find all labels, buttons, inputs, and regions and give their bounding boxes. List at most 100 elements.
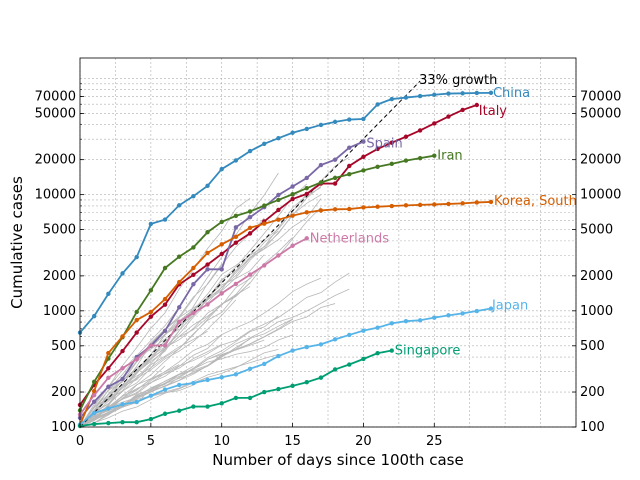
y-tick-label-right: 20000 — [580, 153, 621, 168]
data-point — [375, 204, 380, 209]
data-point — [162, 217, 168, 222]
data-point — [148, 221, 154, 227]
data-point — [134, 357, 139, 362]
data-point — [134, 317, 139, 323]
data-point — [290, 348, 295, 353]
data-point — [347, 117, 352, 122]
data-point — [106, 350, 111, 356]
data-point — [91, 388, 97, 394]
data-point — [304, 175, 309, 181]
data-point — [389, 203, 394, 209]
data-point — [247, 148, 253, 154]
data-point — [162, 328, 168, 334]
data-point — [177, 382, 182, 388]
data-point — [91, 392, 97, 398]
data-point — [106, 291, 111, 297]
data-point — [233, 225, 239, 230]
data-point — [290, 196, 295, 202]
data-point — [162, 343, 168, 348]
data-point — [361, 139, 366, 144]
data-point — [361, 328, 366, 333]
data-point — [91, 410, 97, 416]
data-point — [389, 96, 394, 102]
data-point — [347, 362, 352, 367]
data-point — [148, 309, 154, 315]
data-point — [389, 321, 394, 326]
data-point — [219, 291, 224, 296]
data-point — [403, 203, 409, 208]
data-point — [191, 404, 196, 409]
data-point — [417, 318, 423, 323]
series-label: Japan — [491, 299, 528, 314]
data-point — [247, 225, 253, 230]
y-tick-label: 500 — [51, 339, 76, 354]
data-point — [191, 380, 196, 386]
series-label: Netherlands — [310, 231, 389, 246]
x-axis-title: Number of days since 100th case — [212, 451, 463, 469]
data-point — [162, 265, 168, 271]
data-point — [148, 393, 154, 398]
series-line-china — [79, 91, 491, 334]
data-point — [134, 309, 139, 315]
data-point — [134, 330, 139, 335]
data-point — [304, 236, 309, 241]
data-point — [148, 314, 154, 319]
series-line-japan — [79, 307, 492, 426]
data-point — [91, 313, 97, 319]
y-tick-label: 2000 — [43, 269, 76, 284]
data-point — [276, 197, 281, 203]
data-point — [332, 175, 338, 181]
data-point — [403, 319, 409, 324]
data-point — [120, 348, 125, 354]
data-point — [290, 192, 295, 197]
data-point — [262, 263, 267, 268]
y-tick-label-right: 5000 — [580, 223, 613, 238]
series-label: Italy — [479, 104, 508, 119]
data-point — [106, 375, 111, 381]
y-tick-label-right: 70000 — [580, 89, 621, 104]
data-point — [403, 134, 409, 139]
background-country-line — [79, 334, 293, 428]
y-tick-label: 50000 — [35, 106, 76, 121]
data-point — [262, 221, 267, 226]
data-point — [162, 296, 168, 302]
data-point — [474, 200, 479, 205]
data-point — [120, 365, 125, 371]
data-point — [290, 130, 295, 135]
data-point — [177, 305, 182, 310]
data-point — [389, 161, 394, 167]
data-point — [134, 254, 139, 260]
data-point — [318, 342, 324, 347]
data-point — [375, 102, 380, 107]
y-tick-label: 200 — [51, 385, 76, 400]
data-point — [106, 406, 111, 411]
y-tick-label-right: 200 — [580, 385, 605, 400]
data-point — [91, 399, 97, 404]
background-country-line — [79, 277, 322, 428]
data-point — [361, 154, 366, 160]
data-point — [134, 419, 139, 425]
y-tick-label: 10000 — [35, 188, 76, 203]
data-point — [148, 288, 154, 293]
y-tick-label: 20000 — [35, 153, 76, 168]
data-point — [205, 262, 210, 267]
data-point — [247, 366, 253, 371]
data-point — [247, 215, 253, 220]
data-point — [233, 234, 239, 240]
data-point — [432, 121, 437, 126]
data-point — [432, 202, 437, 207]
data-point — [318, 208, 324, 213]
data-point — [276, 192, 281, 198]
data-point — [375, 325, 380, 330]
data-point — [304, 185, 309, 191]
data-point — [148, 416, 154, 422]
data-point — [191, 193, 196, 199]
data-point — [177, 279, 182, 285]
y-tick-label: 5000 — [43, 223, 76, 238]
data-point — [488, 199, 494, 205]
data-point — [318, 375, 324, 380]
data-point — [332, 207, 338, 212]
background-country-line — [79, 364, 180, 428]
x-tick-label: 25 — [426, 434, 443, 449]
data-point — [304, 380, 309, 385]
